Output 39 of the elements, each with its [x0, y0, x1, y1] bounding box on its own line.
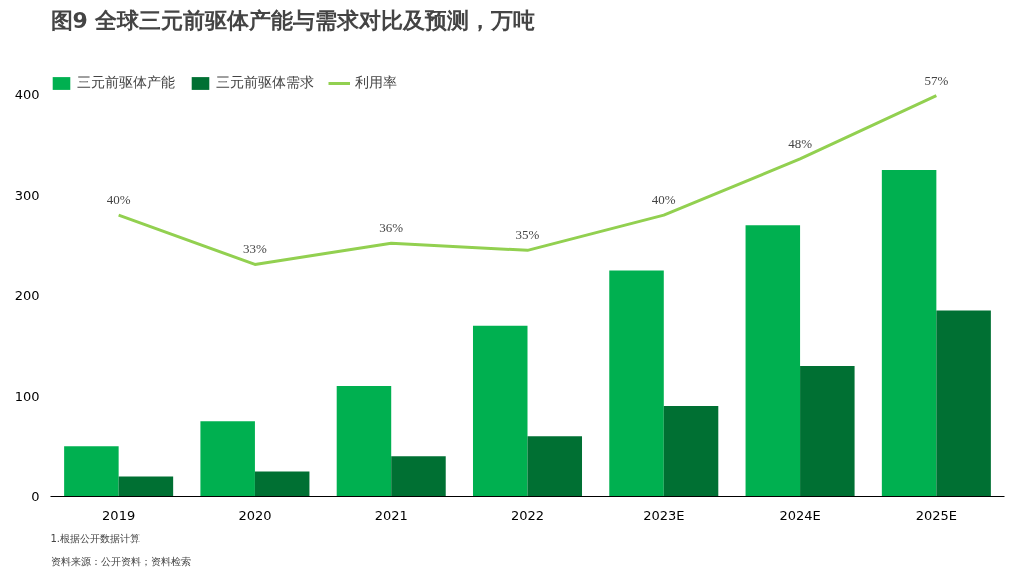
- y-tick-label: 400: [14, 87, 40, 103]
- bar: [881, 169, 937, 497]
- y-tick-label: 200: [14, 288, 40, 304]
- x-tick-label: 2020: [238, 507, 272, 523]
- y-tick-label: 300: [14, 187, 40, 203]
- data-label: 48%: [788, 135, 813, 151]
- bar: [391, 456, 446, 497]
- data-label: 35%: [515, 227, 540, 243]
- legend-label: 利用率: [355, 74, 397, 92]
- bar: [800, 365, 855, 497]
- bar: [936, 310, 991, 497]
- bar: [745, 225, 801, 497]
- bar: [527, 436, 583, 497]
- x-tick-label: 2019: [102, 507, 136, 523]
- x-tick-label: 2023E: [643, 507, 685, 523]
- bar: [254, 471, 310, 497]
- text: 资料来源：公开资料；资料检索: [50, 555, 191, 567]
- bar: [336, 385, 392, 497]
- y-tick-label: 100: [14, 388, 40, 404]
- bar: [118, 476, 174, 497]
- legend-label: 三元前驱体需求: [216, 74, 314, 92]
- bar: [609, 270, 664, 497]
- x-tick-label: 2022: [510, 507, 545, 523]
- data-label: 33%: [243, 241, 268, 257]
- data-label: 57%: [924, 72, 949, 88]
- x-tick-label: 2025E: [915, 507, 958, 523]
- data-label: 40%: [106, 192, 131, 208]
- y-tick-label: 0: [31, 489, 40, 504]
- x-tick-label: 2024E: [779, 507, 821, 523]
- bar: [200, 421, 255, 497]
- bar: [472, 325, 528, 497]
- chart-title: 图9 全球三元前驱体产能与需求对比及预测，万吨: [50, 7, 536, 33]
- bar: [663, 406, 719, 497]
- text: 1.根据公开数据计算: [50, 532, 141, 544]
- bar: [64, 446, 119, 497]
- data-label: 36%: [379, 220, 404, 236]
- x-tick-label: 2021: [374, 507, 408, 523]
- data-label: 40%: [651, 192, 676, 208]
- legend-label: 三元前驱体产能: [77, 74, 175, 92]
